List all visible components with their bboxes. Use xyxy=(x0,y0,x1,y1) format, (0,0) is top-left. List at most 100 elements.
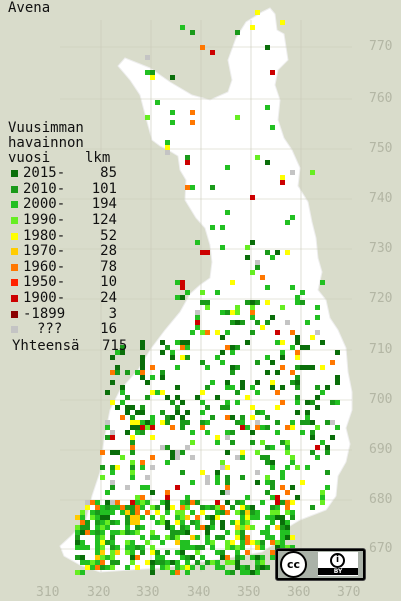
occurrence-square xyxy=(295,300,300,305)
occurrence-square xyxy=(115,550,120,555)
occurrence-square xyxy=(290,215,295,220)
legend-label: 1960- xyxy=(23,258,66,275)
occurrence-square xyxy=(285,545,290,550)
occurrence-square xyxy=(165,520,170,525)
occurrence-square xyxy=(335,425,340,430)
occurrence-square xyxy=(200,425,205,430)
occurrence-square xyxy=(230,365,235,370)
occurrence-square xyxy=(80,515,85,520)
occurrence-square xyxy=(185,505,190,510)
occurrence-square xyxy=(265,250,270,255)
occurrence-square xyxy=(170,400,175,405)
occurrence-square xyxy=(240,570,245,575)
occurrence-square xyxy=(235,500,240,505)
occurrence-square xyxy=(265,370,270,375)
occurrence-square xyxy=(305,415,310,420)
occurrence-square xyxy=(130,505,135,510)
cc-license-badge[interactable]: cc i BY xyxy=(275,548,366,581)
occurrence-square xyxy=(170,415,175,420)
occurrence-square xyxy=(235,115,240,120)
occurrence-square xyxy=(230,520,235,525)
legend-count: 101 xyxy=(91,180,117,197)
occurrence-square xyxy=(110,370,115,375)
occurrence-square xyxy=(270,485,275,490)
occurrence-square xyxy=(205,480,210,485)
occurrence-square xyxy=(195,535,200,540)
occurrence-square xyxy=(220,360,225,365)
occurrence-square xyxy=(215,500,220,505)
occurrence-square xyxy=(185,410,190,415)
occurrence-square xyxy=(140,410,145,415)
occurrence-square xyxy=(85,565,90,570)
occurrence-square xyxy=(195,320,200,325)
occurrence-square xyxy=(190,500,195,505)
occurrence-square xyxy=(180,415,185,420)
legend-header-line-2: havainnon xyxy=(8,135,84,151)
by-icon: i BY xyxy=(318,552,358,576)
occurrence-square xyxy=(285,490,290,495)
occurrence-square xyxy=(260,540,265,545)
occurrence-square xyxy=(255,260,260,265)
occurrence-square xyxy=(80,520,85,525)
occurrence-square xyxy=(125,405,130,410)
occurrence-square xyxy=(270,385,275,390)
occurrence-square xyxy=(160,520,165,525)
occurrence-square xyxy=(105,510,110,515)
occurrence-square xyxy=(170,530,175,535)
occurrence-square xyxy=(85,520,90,525)
occurrence-square xyxy=(200,330,205,335)
occurrence-square xyxy=(315,455,320,460)
occurrence-square xyxy=(280,530,285,535)
occurrence-square xyxy=(170,120,175,125)
occurrence-square xyxy=(185,545,190,550)
occurrence-square xyxy=(225,475,230,480)
occurrence-square xyxy=(275,430,280,435)
occurrence-square xyxy=(230,560,235,565)
occurrence-square xyxy=(255,570,260,575)
occurrence-square xyxy=(225,330,230,335)
occurrence-square xyxy=(240,455,245,460)
occurrence-square xyxy=(265,490,270,495)
legend-total-label: Yhteensä xyxy=(12,337,80,354)
occurrence-square xyxy=(300,345,305,350)
occurrence-square xyxy=(250,270,255,275)
occurrence-square xyxy=(235,525,240,530)
occurrence-square xyxy=(180,565,185,570)
occurrence-square xyxy=(175,485,180,490)
occurrence-square xyxy=(235,555,240,560)
occurrence-square xyxy=(245,565,250,570)
occurrence-square xyxy=(190,480,195,485)
occurrence-square xyxy=(100,555,105,560)
legend-row: 1990- 124 xyxy=(8,213,127,229)
occurrence-square xyxy=(255,545,260,550)
occurrence-square xyxy=(240,320,245,325)
occurrence-square xyxy=(140,545,145,550)
occurrence-square xyxy=(300,300,305,305)
occurrence-square xyxy=(220,310,225,315)
occurrence-square xyxy=(150,535,155,540)
occurrence-square xyxy=(150,550,155,555)
occurrence-square xyxy=(230,320,235,325)
occurrence-square xyxy=(125,565,130,570)
occurrence-square xyxy=(145,475,150,480)
occurrence-square xyxy=(285,425,290,430)
occurrence-square xyxy=(180,285,185,290)
occurrence-square xyxy=(200,565,205,570)
lon-label: 360 xyxy=(287,585,311,600)
occurrence-square xyxy=(235,390,240,395)
occurrence-square xyxy=(275,495,280,500)
lon-label: 340 xyxy=(187,585,211,600)
occurrence-square xyxy=(185,495,190,500)
lat-label: 760 xyxy=(369,91,393,106)
occurrence-square xyxy=(195,310,200,315)
legend-label: -1899 xyxy=(23,305,66,322)
occurrence-square xyxy=(270,255,275,260)
lat-label: 680 xyxy=(369,492,393,507)
occurrence-square xyxy=(260,545,265,550)
occurrence-square xyxy=(260,530,265,535)
occurrence-square xyxy=(220,550,225,555)
occurrence-square xyxy=(255,410,260,415)
occurrence-square xyxy=(200,390,205,395)
occurrence-square xyxy=(175,405,180,410)
